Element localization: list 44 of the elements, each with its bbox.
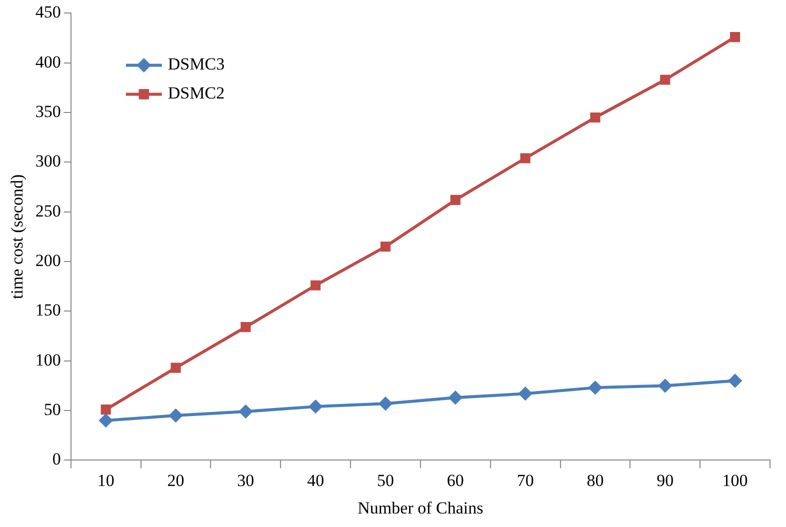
- x-tick-label: 60: [446, 470, 464, 490]
- x-tick-label: 10: [97, 470, 114, 490]
- point: [518, 387, 532, 400]
- point: [239, 405, 252, 418]
- y-tick-label: 400: [35, 52, 61, 72]
- y-tick-label: 100: [35, 350, 61, 370]
- y-tick-label: 150: [35, 300, 61, 320]
- point: [520, 153, 530, 164]
- legend-label: DSMC2: [168, 84, 225, 103]
- point: [99, 414, 112, 427]
- y-axis-title: time cost (second): [8, 174, 27, 300]
- point: [730, 32, 740, 42]
- point: [660, 74, 670, 85]
- y-tick-label: 0: [52, 450, 61, 469]
- y-tick-label: 300: [35, 152, 61, 171]
- point: [240, 322, 251, 332]
- y-tick-label: 200: [35, 251, 61, 270]
- x-tick-label: 90: [656, 470, 674, 490]
- point: [728, 374, 742, 388]
- point: [448, 391, 462, 404]
- point: [450, 194, 460, 205]
- x-axis-title: Number of Chains: [358, 498, 484, 518]
- point: [169, 409, 182, 422]
- point: [309, 400, 322, 414]
- x-tick-label: 70: [516, 470, 534, 490]
- point: [378, 397, 392, 410]
- point: [310, 280, 321, 290]
- y-tick-label: 250: [35, 201, 61, 220]
- x-tick-label: 80: [586, 470, 604, 490]
- y-tick-label: 450: [35, 2, 61, 22]
- x-tick-label: 40: [307, 470, 324, 490]
- point: [380, 242, 391, 252]
- point: [658, 379, 672, 392]
- point: [170, 362, 181, 373]
- point: [100, 404, 111, 415]
- y-tick-label: 350: [35, 102, 61, 121]
- point: [588, 381, 602, 394]
- point: [590, 112, 600, 123]
- x-tick-label: 20: [167, 470, 184, 490]
- x-tick-label: 30: [237, 470, 254, 490]
- x-tick-label: 100: [722, 470, 748, 490]
- legend-label: DSMC3: [168, 54, 225, 74]
- y-tick-label: 50: [44, 400, 61, 419]
- x-tick-label: 50: [376, 470, 394, 490]
